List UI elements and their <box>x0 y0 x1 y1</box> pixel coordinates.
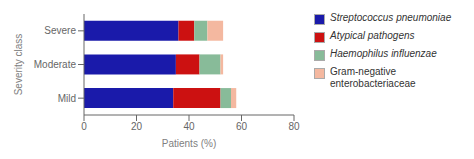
svg-text:Mild: Mild <box>58 93 76 104</box>
svg-text:60: 60 <box>236 121 248 132</box>
svg-text:Severity class: Severity class <box>13 34 24 96</box>
html-text:Streptococcus pneumoniae: Streptococcus pneumoniae <box>330 12 452 23</box>
svg-text:Moderate: Moderate <box>34 59 77 70</box>
svg-text:40: 40 <box>183 121 195 132</box>
svg-text:Patients (%): Patients (%) <box>162 138 216 149</box>
svg-text:80: 80 <box>288 121 300 132</box>
svg-text:Severe: Severe <box>44 25 76 36</box>
html-text:Haemophilus influenzae: Haemophilus influenzae <box>330 48 437 59</box>
svg-text:0: 0 <box>81 121 87 132</box>
html-text:Atypical pathogens: Atypical pathogens <box>330 30 415 41</box>
html-text:Gram-negative enterobacteriace: Gram-negative enterobacteriaceae <box>330 66 416 89</box>
svg-text:20: 20 <box>131 121 143 132</box>
